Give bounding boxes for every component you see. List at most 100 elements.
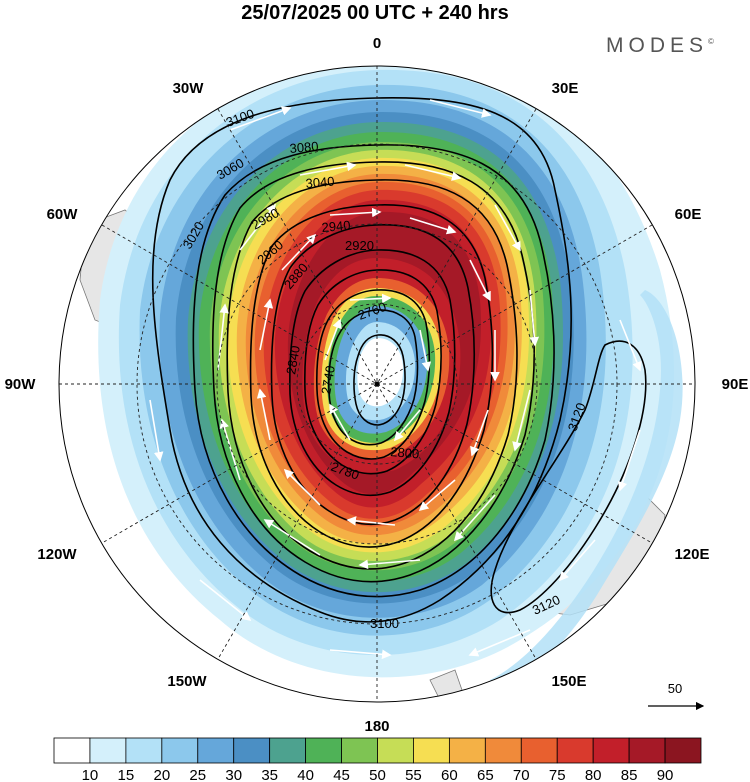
contour-3100-outer: [151, 97, 572, 623]
lon-label-30e: 30E: [552, 80, 579, 97]
map-boundary: [58, 65, 696, 703]
colorbar-tick-label: 80: [585, 767, 602, 782]
colorbar-swatch: [664, 737, 702, 764]
wind-vector: [217, 303, 229, 371]
colorbar-swatch: [628, 737, 666, 764]
colorbar-swatch: [520, 737, 558, 764]
contour-2840: [304, 269, 442, 475]
contour-2980: [249, 204, 494, 548]
colorbar-tick-label: 15: [118, 767, 135, 782]
contour-label: 3040: [305, 174, 335, 191]
wind-reference: 50: [648, 681, 705, 711]
contour-label: 2740: [318, 364, 338, 395]
wind-vector: [239, 203, 276, 251]
colorbar: 10 15 20 25 30 35 40 45 50 55 60 65 70 75 80 85 90: [53, 737, 702, 782]
wind-reference-value: 50: [668, 681, 682, 696]
wind-vector: [349, 293, 392, 304]
contour-3080: [192, 144, 555, 598]
wind-vector: [558, 539, 596, 582]
wind-vector: [453, 494, 496, 542]
wind-vector: [418, 479, 456, 512]
colorbar-tick-label: 35: [261, 767, 278, 782]
colorbar-swatch: [377, 737, 414, 764]
south-pole-marker: [374, 381, 380, 387]
colorbar-tick-label: 75: [549, 767, 566, 782]
contour-2800: [316, 289, 431, 460]
colorbar-tick-label: 60: [441, 767, 458, 782]
colorbar-swatch: [161, 737, 199, 764]
wind-vector: [393, 409, 421, 442]
wind-vector: [256, 388, 271, 441]
lon-label-0: 0: [373, 35, 381, 52]
colorbar-tick-label: 25: [189, 767, 206, 782]
colorbar-swatch: [592, 737, 630, 764]
contour-2880: [289, 249, 456, 497]
wind-vector: [404, 164, 462, 181]
contour-label: 3080: [289, 139, 319, 156]
colorbar-tick-label: 70: [513, 767, 530, 782]
wind-vector: [469, 259, 491, 302]
wind-vector: [329, 403, 351, 441]
contour-label: 2800: [390, 444, 420, 461]
colorbar-tick-label: 55: [405, 767, 422, 782]
wind-vector: [149, 399, 164, 462]
lon-label-180: 180: [364, 718, 389, 735]
chart-title: 25/07/2025 00 UTC + 240 hrs: [241, 2, 509, 24]
lon-label-150w: 150W: [167, 673, 207, 690]
contour-2740: [353, 334, 406, 426]
wind-vector: [329, 649, 392, 660]
colorbar-tick-label: 50: [369, 767, 386, 782]
colorbar-tick-label: 65: [477, 767, 494, 782]
wind-vector: [299, 161, 357, 176]
wind-vectors: [149, 99, 642, 660]
colorbar-tick-label: 20: [153, 767, 170, 782]
wind-vector: [419, 329, 432, 372]
colorbar-swatch: [556, 737, 594, 764]
colorbar-swatch: [197, 737, 235, 764]
contour-3060: [211, 161, 536, 583]
wind-vector: [529, 289, 540, 347]
wind-vector: [329, 207, 382, 218]
contour-label: 2840: [283, 344, 303, 375]
colorbar-swatch: [53, 737, 91, 764]
contour-label: 2940: [321, 218, 351, 235]
wind-vector: [346, 516, 396, 526]
colorbar-swatch: [305, 737, 342, 764]
wind-vector: [429, 99, 492, 118]
wind-vector: [324, 318, 342, 361]
lon-label-60e: 60E: [675, 206, 702, 223]
lon-label-120w: 120W: [37, 546, 77, 563]
contour-label: 2920: [345, 238, 374, 253]
colorbar-tick-label: 85: [621, 767, 638, 782]
wind-vector: [281, 233, 317, 271]
height-contours: [151, 97, 647, 623]
colorbar-tick-label: 45: [333, 767, 350, 782]
colorbar-swatch: [269, 737, 307, 764]
contour-2940: [270, 224, 476, 526]
colorbar-swatch: [484, 737, 522, 764]
brand-name: MODES: [606, 34, 709, 57]
map-fields: 3100 3080 3060 3040 3020 2980 2960 2940 …: [59, 66, 695, 702]
eastern-jet-streak: [490, 290, 683, 690]
colorbar-tick-label: 40: [297, 767, 314, 782]
colorbar-swatch: [125, 737, 163, 764]
longitude-labels: 0 30E 60E 90E 120E 150E 180 150W 120W 90…: [5, 35, 749, 735]
colorbar-tick-label: 30: [225, 767, 242, 782]
lon-label-120e: 120E: [674, 546, 709, 563]
wind-vector: [409, 217, 457, 235]
colorbar-swatch: [89, 737, 127, 764]
colorbar-swatch: [233, 737, 271, 764]
colorbar-tick-label: 90: [657, 767, 674, 782]
wind-vector: [619, 319, 642, 372]
colorbar-swatch: [448, 737, 486, 764]
contour-3120-east: [490, 340, 647, 614]
contour-2760: [328, 309, 419, 446]
lon-label-90w: 90W: [5, 376, 37, 393]
wind-vector: [512, 389, 531, 452]
wind-vector: [494, 204, 521, 252]
lon-label-90e: 90E: [722, 376, 749, 393]
colorbar-tick-label: 10: [82, 767, 99, 782]
contour-label: 3100: [370, 616, 399, 631]
colorbar-swatch: [341, 737, 378, 764]
